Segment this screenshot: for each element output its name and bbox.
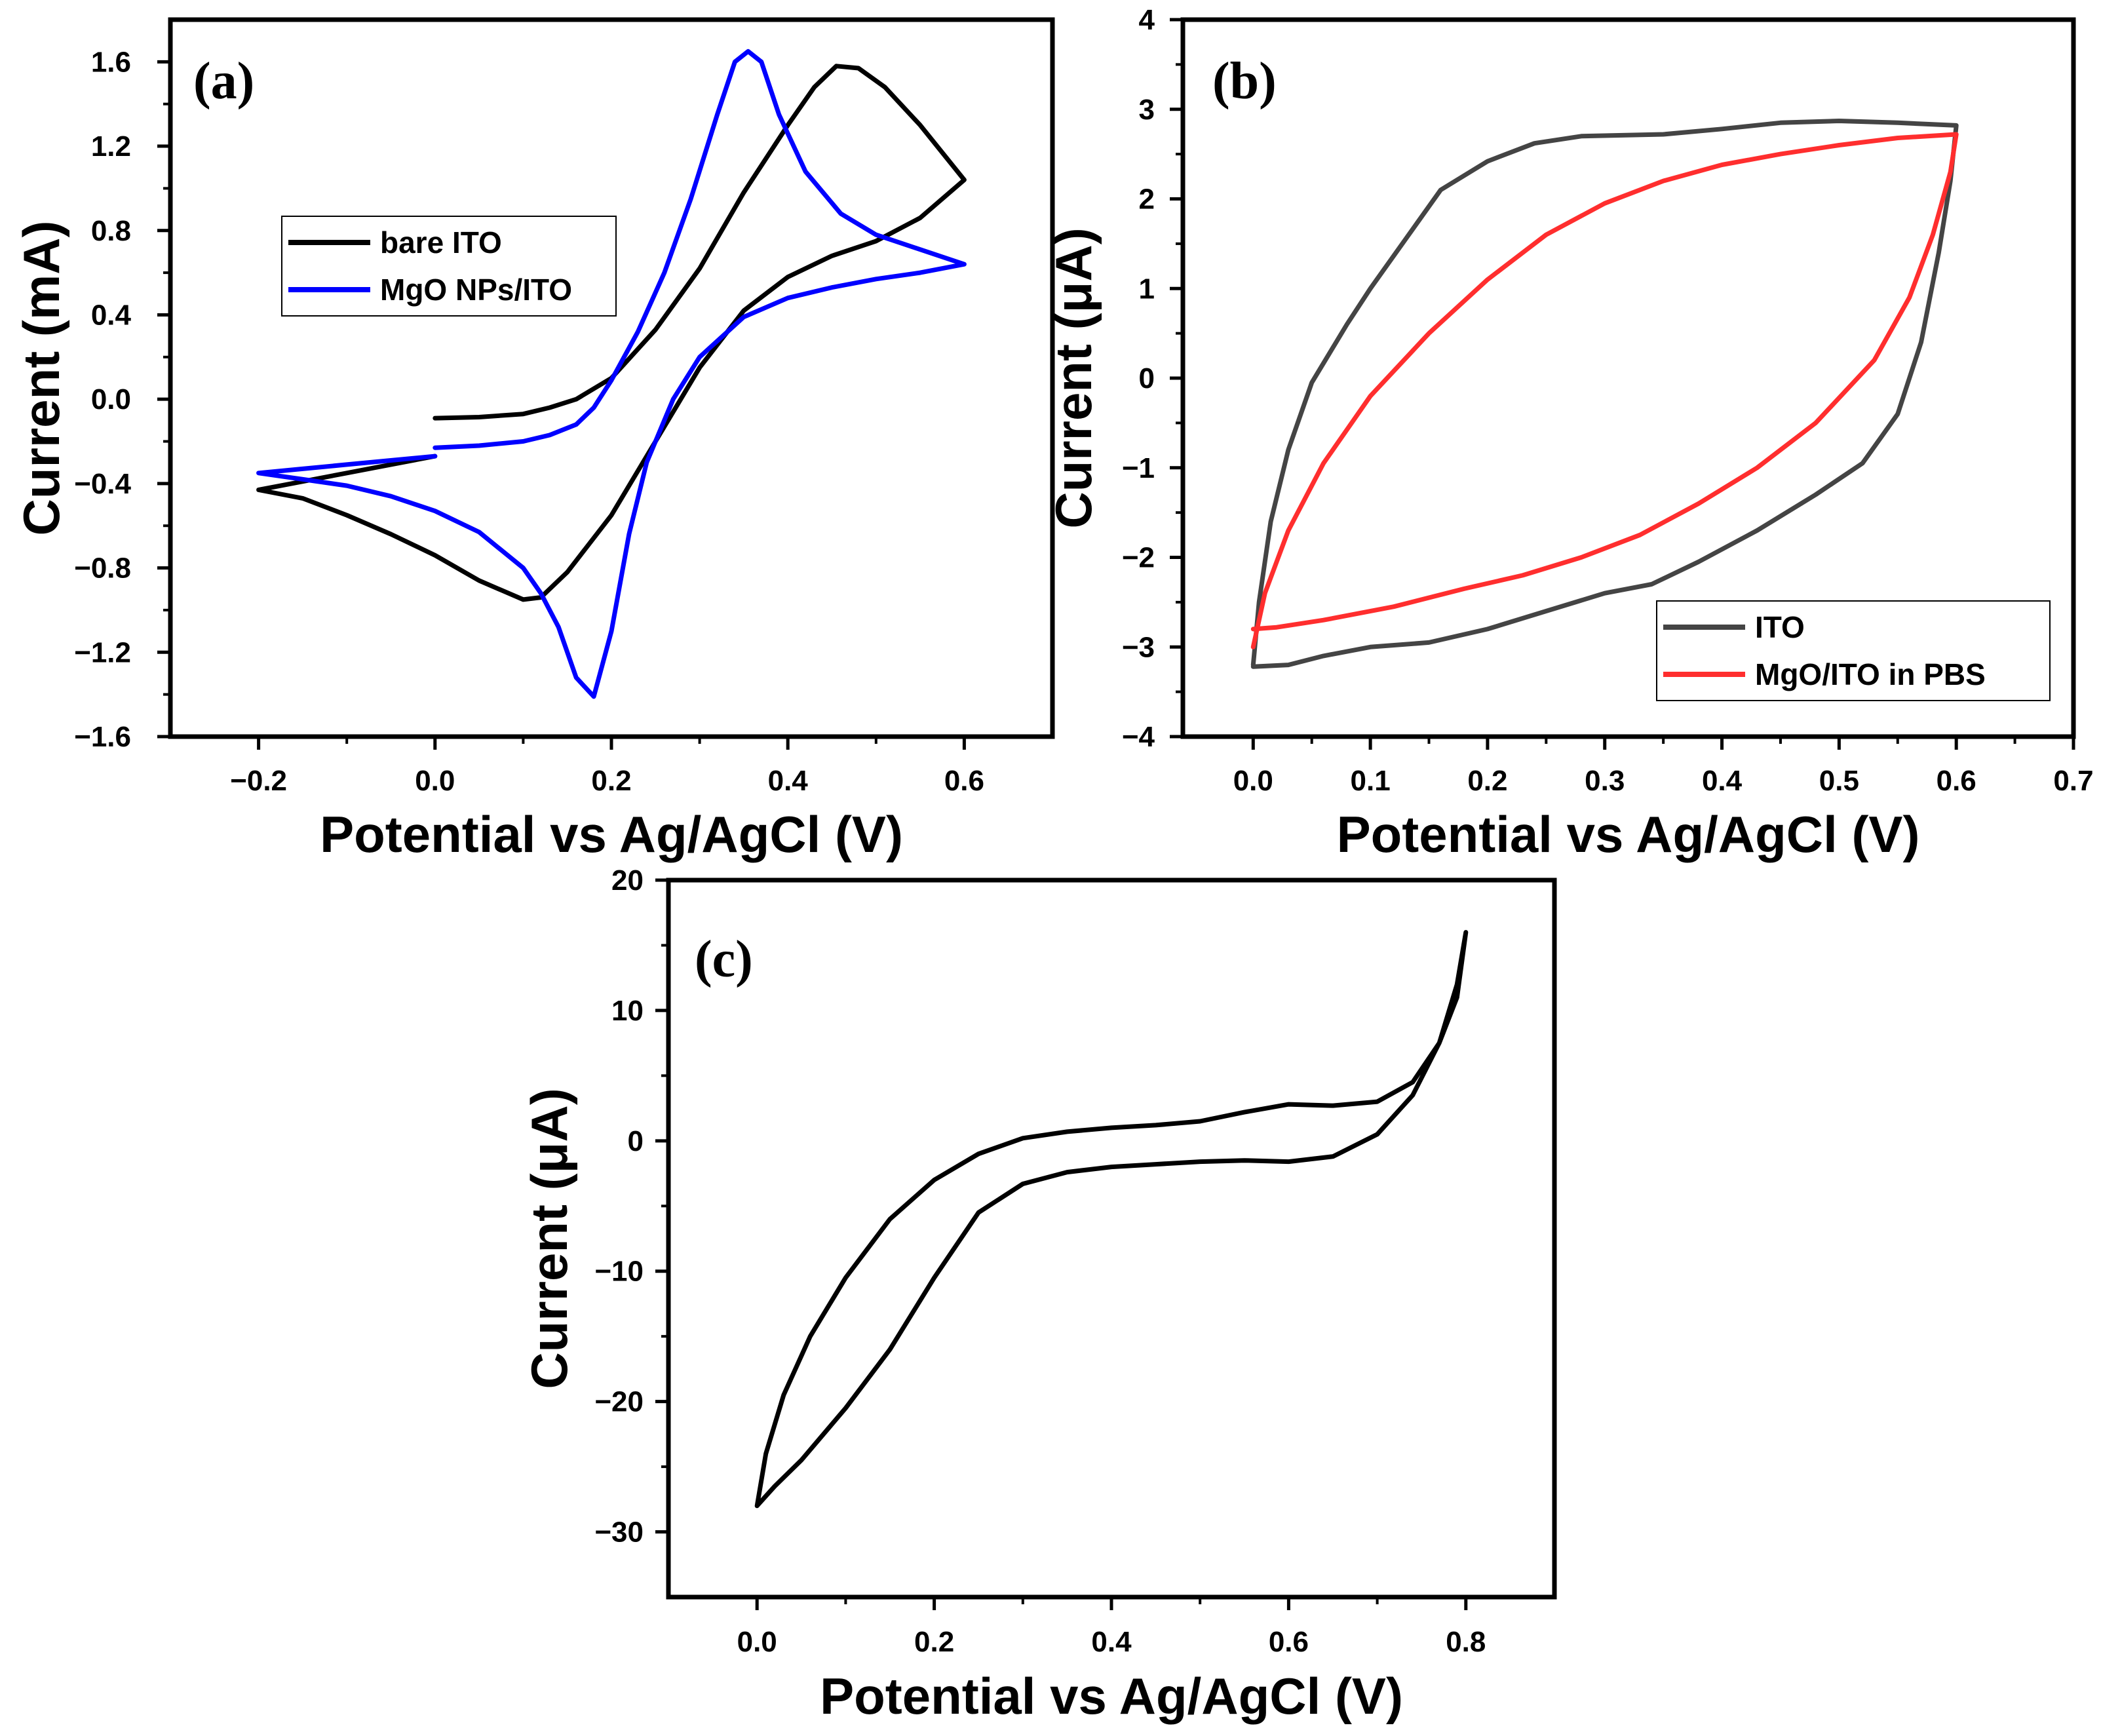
y-axis-title: Current (mA)	[12, 221, 70, 536]
y-tick-label: −0.4	[74, 468, 131, 500]
x-tick-label: 0.6	[1269, 1626, 1309, 1658]
y-tick-label: 1.2	[91, 130, 131, 163]
x-tick-label: 0.8	[1446, 1626, 1486, 1658]
y-tick-label: −0.8	[74, 552, 131, 585]
series-line-1	[256, 64, 967, 602]
x-tick-label: 0.3	[1585, 765, 1625, 797]
y-tick-label: 1	[1139, 273, 1155, 305]
y-tick-label: −4	[1122, 721, 1155, 753]
legend-label: MgO NPs/ITO	[380, 273, 572, 307]
x-tick-label: 0.0	[737, 1626, 777, 1658]
series-line-2	[256, 48, 967, 699]
legend-box	[1656, 600, 2051, 701]
y-tick-label: 0.4	[91, 299, 132, 331]
series-line-2	[1250, 132, 1959, 649]
y-tick-label: −30	[594, 1516, 644, 1549]
series-line-1	[1250, 119, 1959, 669]
panel-c: 0.0 0.2 0.4 0.6 0.8 −30 −20 −10 0 10 20 Potential v…	[520, 864, 1557, 1725]
x-tick-label: 0.4	[1702, 765, 1743, 797]
y-tick-label: 0.8	[91, 215, 131, 247]
legend-box	[281, 216, 617, 317]
legend-label: ITO	[1755, 610, 1805, 644]
x-tick-label: 0.5	[1819, 765, 1859, 797]
x-tick-label: 0.0	[1233, 765, 1273, 797]
y-tick-label: −2	[1122, 542, 1155, 574]
x-tick-label: 0.7	[2053, 765, 2093, 797]
x-tick-label: 0.1	[1351, 765, 1391, 797]
y-tick-label: −3	[1122, 631, 1155, 663]
x-tick-label: 0.4	[768, 765, 809, 797]
x-tick-label: 0.4	[1091, 1626, 1132, 1658]
y-tick-label: 0	[1139, 362, 1155, 395]
y-tick-label: 20	[611, 864, 644, 897]
x-tick-label: 0.2	[1467, 765, 1507, 797]
y-tick-label: −20	[594, 1386, 644, 1418]
x-axis-title: Potential vs Ag/AgCl (V)	[320, 805, 903, 863]
y-tick-label: −1	[1122, 452, 1155, 484]
legend: bare ITO MgO NPs/ITO	[281, 216, 617, 317]
x-tick-label: 0.6	[1937, 765, 1976, 797]
y-tick-label: 1.6	[91, 46, 131, 78]
panel-label: (a)	[193, 52, 254, 110]
x-tick-label: 0.2	[914, 1626, 954, 1658]
panel-a: −0.2 0.0 0.2 0.4 0.6 −1.6 −1.2 −0.8 −0.4 0.0 0.4 0.…	[12, 17, 1055, 863]
x-tick-label: −0.2	[230, 765, 287, 797]
y-tick-label: −1.6	[74, 721, 131, 753]
x-tick-label: 0.0	[415, 765, 455, 797]
x-axis-title: Potential vs Ag/AgCl (V)	[1337, 805, 1920, 863]
panel-label: (c)	[695, 931, 753, 988]
y-tick-label: −1.2	[74, 636, 131, 668]
x-tick-label: 0.6	[944, 765, 984, 797]
y-tick-label: 0	[628, 1125, 644, 1157]
panel-label: (b)	[1212, 52, 1277, 110]
plot-frame	[666, 878, 1557, 1600]
x-tick-label: 0.2	[591, 765, 631, 797]
y-tick-label: 2	[1139, 183, 1155, 216]
legend-label: MgO/ITO in PBS	[1755, 657, 1986, 691]
y-tick-label: −10	[594, 1256, 644, 1288]
y-tick-label: 3	[1139, 94, 1155, 126]
x-axis-title: Potential vs Ag/AgCl (V)	[820, 1667, 1403, 1725]
y-tick-label: 10	[611, 995, 644, 1027]
y-tick-label: 4	[1139, 4, 1155, 36]
y-tick-label: 0.0	[91, 383, 131, 415]
legend-label: bare ITO	[380, 225, 502, 260]
legend: ITO MgO/ITO in PBS	[1656, 600, 2051, 701]
y-axis-title: Current (μA)	[1045, 227, 1102, 528]
y-axis-title: Current (μA)	[520, 1088, 578, 1389]
series-line-1	[754, 930, 1469, 1509]
panel-b: 0.0 0.1 0.2 0.3 0.4 0.5 0.6 0.7 −4 −3 −2 −1 0 1 2 3 4 Pot…	[1045, 4, 2094, 863]
